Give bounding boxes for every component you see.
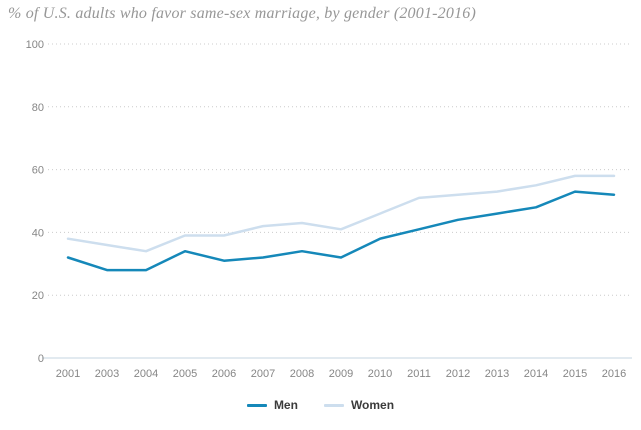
- series-line-men: [66, 190, 616, 272]
- legend-swatch-men: [246, 403, 267, 407]
- y-axis-tick-label: 20: [32, 290, 44, 302]
- x-axis-tick-label: 2007: [251, 368, 275, 380]
- y-axis-tick-label: 100: [26, 39, 44, 51]
- legend-label: Men: [273, 398, 298, 412]
- y-axis-tick-label: 60: [32, 165, 44, 177]
- chart-legend: Men Women: [0, 398, 641, 412]
- x-axis-tick-label: 2010: [368, 368, 392, 380]
- chart-title: % of U.S. adults who favor same-sex marr…: [8, 5, 477, 22]
- x-axis-tick-label: 2001: [56, 368, 80, 380]
- x-axis-tick-label: 2012: [446, 368, 470, 380]
- line-chart-plot-area: 0 20 40 60 80 100 2001 2003 2004 2005 2006 2007 2008…: [26, 39, 632, 380]
- legend-item-women: Women: [323, 398, 395, 412]
- x-axis-tick-label: 2013: [485, 368, 509, 380]
- x-axis-tick-label: 2004: [134, 368, 158, 380]
- x-axis-tick-label: 2014: [524, 368, 548, 380]
- legend-label: Women: [350, 398, 395, 412]
- legend-item-men: Men: [246, 398, 298, 412]
- x-axis-tick-label: 2015: [563, 368, 587, 380]
- y-axis-tick-label: 0: [38, 353, 44, 365]
- legend-swatch-women: [323, 403, 344, 407]
- x-axis-tick-label: 2008: [290, 368, 314, 380]
- series-line-women: [66, 174, 616, 253]
- y-axis-tick-label: 80: [32, 102, 44, 114]
- x-axis-tick-label: 2016: [602, 368, 626, 380]
- x-axis-tick-label: 2003: [95, 368, 119, 380]
- x-axis-tick-label: 2005: [173, 368, 197, 380]
- x-axis-tick-label: 2006: [212, 368, 236, 380]
- x-axis-tick-label: 2009: [329, 368, 353, 380]
- y-axis-tick-label: 40: [32, 227, 44, 239]
- x-axis-tick-label: 2011: [407, 368, 431, 380]
